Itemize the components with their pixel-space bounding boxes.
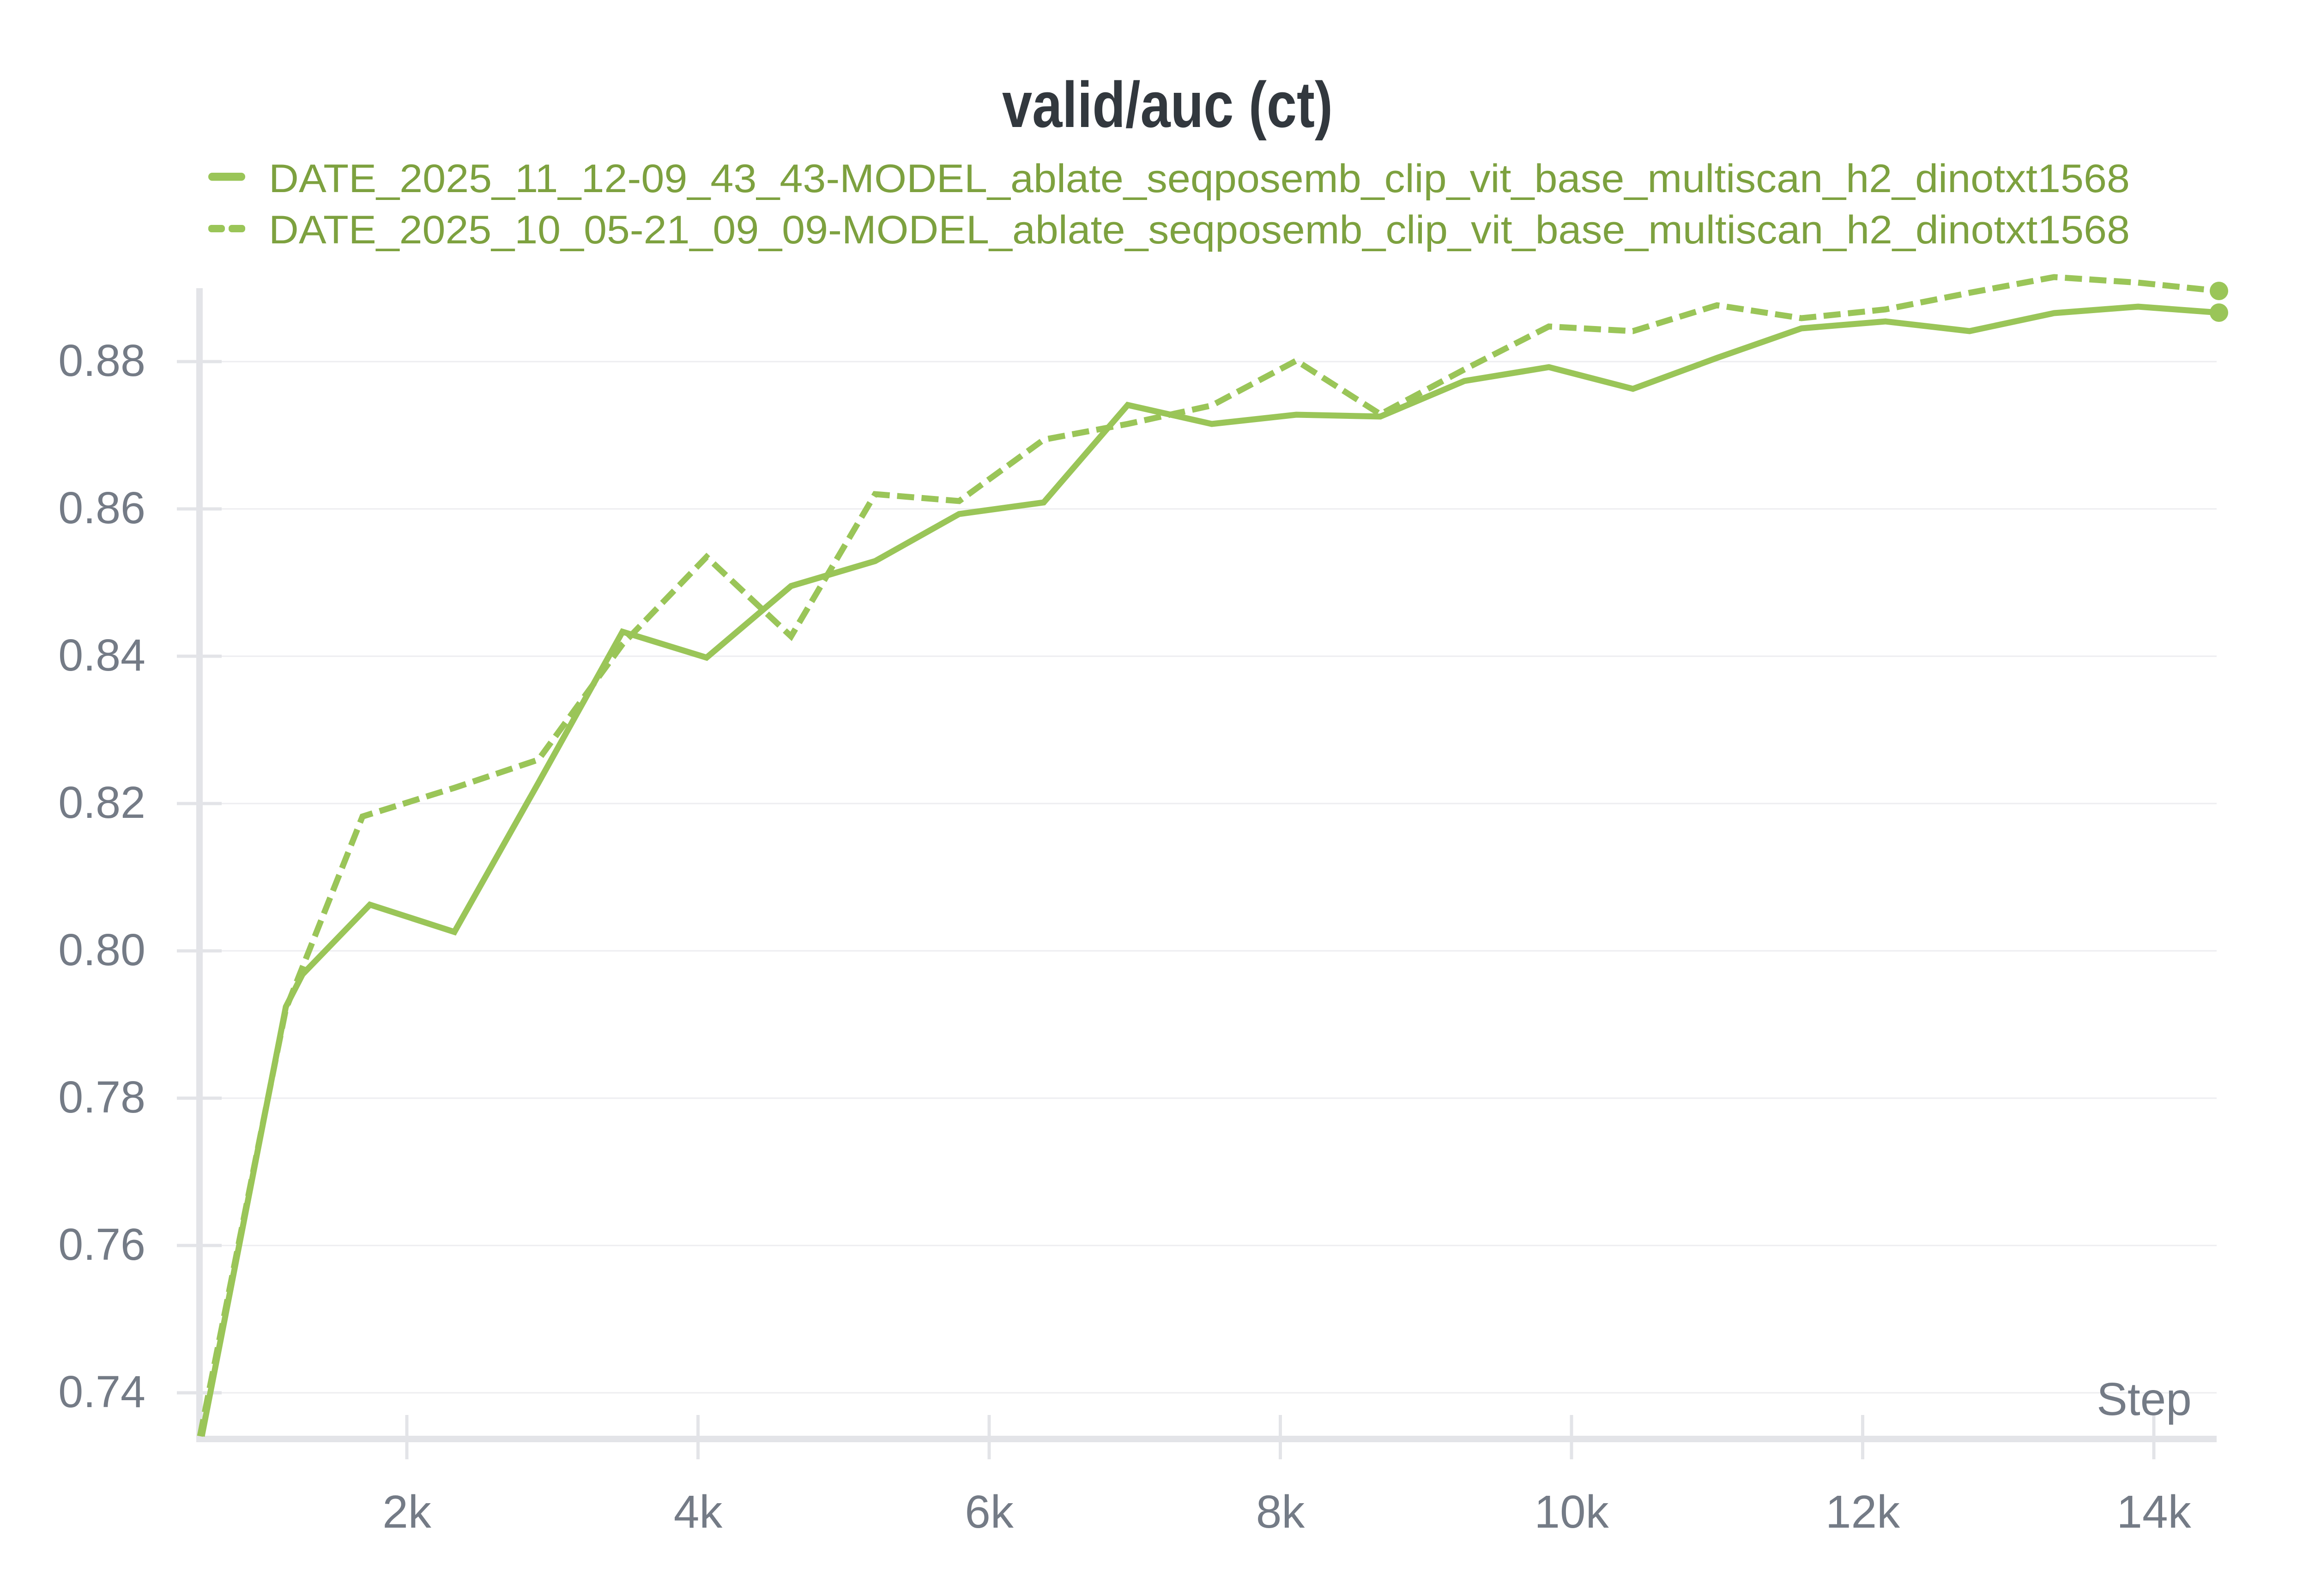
svg-text:0.78: 0.78: [58, 1072, 145, 1122]
svg-text:0.86: 0.86: [58, 483, 145, 533]
svg-text:10k: 10k: [1534, 1486, 1609, 1538]
svg-text:6k: 6k: [965, 1486, 1014, 1538]
svg-text:12k: 12k: [1825, 1486, 1900, 1538]
svg-text:2k: 2k: [382, 1486, 432, 1538]
svg-text:0.76: 0.76: [58, 1219, 145, 1270]
svg-text:8k: 8k: [1256, 1486, 1306, 1538]
svg-text:DATE_2025_11_12-09_43_43-MODEL: DATE_2025_11_12-09_43_43-MODEL_ablate_se…: [269, 157, 2130, 201]
svg-text:4k: 4k: [674, 1486, 723, 1538]
svg-text:14k: 14k: [2116, 1486, 2191, 1538]
svg-text:DATE_2025_10_05-21_09_09-MODEL: DATE_2025_10_05-21_09_09-MODEL_ablate_se…: [269, 208, 2130, 252]
svg-text:0.80: 0.80: [58, 925, 145, 975]
svg-text:valid/auc (ct): valid/auc (ct): [1002, 68, 1333, 141]
svg-text:Step: Step: [2097, 1373, 2192, 1425]
svg-text:0.82: 0.82: [58, 777, 145, 828]
svg-text:0.74: 0.74: [58, 1366, 145, 1417]
svg-text:0.88: 0.88: [58, 335, 145, 386]
svg-text:0.84: 0.84: [58, 630, 145, 680]
